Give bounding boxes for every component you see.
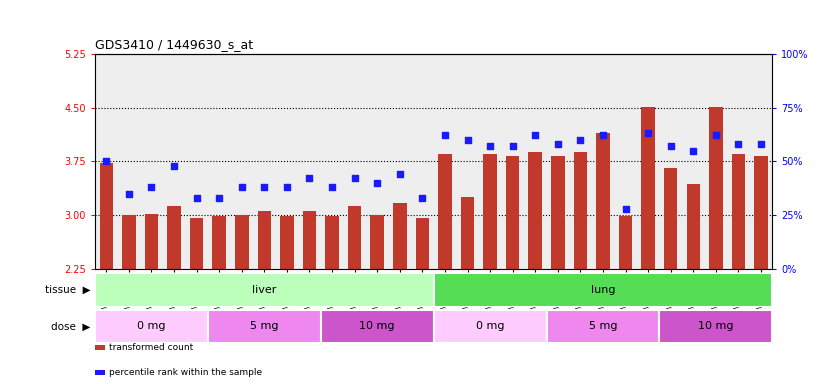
Bar (415, 218, 430, 269)
Bar (641, 107, 655, 269)
Point (710, 132, 723, 139)
Point (439, 132, 452, 139)
Point (686, 147, 700, 154)
Text: 0 mg: 0 mg (137, 321, 166, 331)
Bar (95, 310, 208, 343)
Bar (686, 184, 700, 269)
Bar (551, 156, 565, 269)
Bar (461, 197, 474, 269)
Point (619, 205, 632, 212)
Bar (122, 215, 135, 269)
Point (529, 132, 542, 139)
Bar (573, 152, 587, 269)
Point (371, 180, 384, 186)
Point (415, 195, 429, 201)
Bar (190, 218, 203, 269)
Point (280, 184, 293, 190)
Bar (258, 211, 271, 269)
Bar (320, 310, 434, 343)
Bar (754, 156, 768, 269)
Text: dose  ▶: dose ▶ (51, 321, 91, 331)
Text: 0 mg: 0 mg (476, 321, 505, 331)
Bar (302, 212, 316, 269)
Text: transformed count: transformed count (109, 343, 193, 352)
Point (551, 141, 564, 147)
Bar (393, 203, 406, 269)
Point (574, 137, 587, 143)
Bar (664, 168, 677, 269)
Bar (145, 214, 159, 269)
Point (258, 184, 271, 190)
Text: tissue  ▶: tissue ▶ (45, 285, 91, 295)
Point (212, 195, 225, 201)
Bar (434, 310, 547, 343)
Point (303, 175, 316, 182)
Point (348, 175, 361, 182)
Bar (370, 215, 384, 269)
Bar (596, 132, 610, 269)
Bar (438, 154, 452, 269)
Point (461, 137, 474, 143)
Point (325, 184, 339, 190)
Point (190, 195, 203, 201)
Text: 5 mg: 5 mg (589, 321, 617, 331)
Text: 10 mg: 10 mg (698, 321, 733, 331)
Text: liver: liver (252, 285, 277, 295)
Bar (709, 107, 723, 269)
Bar (95, 273, 434, 306)
Bar (325, 217, 339, 269)
Point (100, 158, 113, 164)
Point (506, 143, 520, 149)
Point (596, 132, 610, 139)
Point (235, 184, 249, 190)
Point (664, 143, 677, 149)
Point (122, 190, 135, 197)
Text: 5 mg: 5 mg (250, 321, 278, 331)
Bar (732, 154, 745, 269)
Text: GDS3410 / 1449630_s_at: GDS3410 / 1449630_s_at (95, 38, 253, 51)
Text: lung: lung (591, 285, 615, 295)
Bar (348, 207, 362, 269)
Bar (506, 156, 520, 269)
Point (483, 143, 496, 149)
Bar (619, 217, 633, 269)
Point (393, 171, 406, 177)
Point (168, 162, 181, 169)
Point (145, 184, 158, 190)
Bar (208, 310, 320, 343)
Bar (547, 310, 659, 343)
Point (754, 141, 767, 147)
Bar (235, 215, 249, 269)
Bar (483, 154, 497, 269)
Text: 10 mg: 10 mg (359, 321, 395, 331)
Bar (212, 217, 226, 269)
Bar (280, 217, 294, 269)
Point (642, 130, 655, 136)
Bar (434, 273, 772, 306)
Bar (659, 310, 772, 343)
Bar (167, 207, 181, 269)
Bar (529, 152, 542, 269)
Text: percentile rank within the sample: percentile rank within the sample (109, 368, 262, 377)
Point (732, 141, 745, 147)
Bar (99, 164, 113, 269)
